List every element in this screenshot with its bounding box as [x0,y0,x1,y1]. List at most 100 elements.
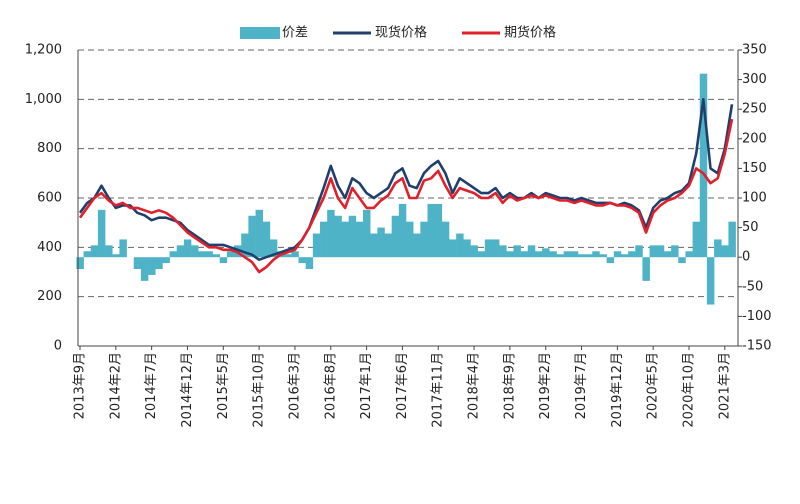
basis-bar [434,203,443,258]
legend-label: 现货价格 [375,25,427,41]
basis-bar [355,221,364,258]
basis-bar [363,209,371,258]
basis-bar [534,251,543,258]
y-tick-label: 1,200 [25,43,62,58]
basis-bar [312,233,321,258]
basis-bar [391,215,400,258]
price-line [78,118,734,274]
basis-bar [205,251,213,258]
basis-bar [119,239,127,258]
basis-bar [714,239,722,258]
basis-bar [83,251,92,258]
y2-tick-label: 300 [742,72,767,87]
basis-bar [284,254,292,258]
basis-bar [570,251,579,258]
basis-bar [520,251,529,258]
basis-bar [148,257,156,275]
y2-tick-label: -100 [742,309,772,324]
basis-bar [427,203,435,258]
x-tick-label: 2018年9月 [502,352,517,419]
basis-bar [721,245,729,258]
y2-tick-label: 0 [742,250,750,265]
basis-bar [635,245,643,258]
basis-bar [226,251,235,258]
basis-bar [298,257,306,264]
basis-bar [499,245,507,258]
basis-bar [527,245,536,258]
y-tick-label: 1,000 [25,92,62,107]
basis-bar [456,233,464,258]
basis-bar [169,251,178,258]
basis-bar [599,254,607,258]
basis-bar [398,203,407,258]
basis-bar [305,257,314,270]
legend-label: 期货价格 [504,25,556,41]
x-tick-label: 2019年7月 [574,352,589,419]
y2-tick-label: -50 [742,279,763,294]
basis-bar [90,245,99,258]
basis-bar [606,257,615,264]
basis-bar [406,221,414,258]
x-tick-label: 2019年12月 [610,352,625,428]
basis-bar [556,254,564,258]
basis-bar [463,239,471,258]
x-tick-label: 2019年2月 [538,352,553,419]
basis-bar [513,245,521,258]
x-tick-label: 2021年3月 [717,352,732,419]
y2-tick-label: 250 [742,102,767,117]
basis-bar [448,239,457,258]
x-tick-label: 2017年1月 [359,352,374,419]
basis-bar [477,251,486,258]
basis-bar [348,215,357,258]
basis-bar [706,257,715,305]
x-tick-label: 2017年11月 [431,352,446,428]
basis-bar [341,221,349,258]
basis-bar [133,257,142,270]
basis-bar [692,221,701,258]
basis-bar [140,257,149,281]
basis-bar [327,209,335,258]
basis-bar [155,257,163,270]
y2-tick-label: -150 [742,339,772,354]
x-tick-label: 2018年4月 [467,352,482,419]
y-tick-label: 0 [54,339,62,354]
basis-bar [334,215,342,258]
x-tick-label: 2014年12月 [180,352,195,428]
x-tick-label: 2014年7月 [144,352,159,419]
basis-bar [191,245,199,258]
legend-swatch [240,27,280,39]
basis-bar [212,254,221,258]
basis-bar [269,239,278,258]
y2-tick-label: 200 [742,131,767,146]
basis-bar [183,239,192,258]
basis-bar [97,209,106,258]
basis-bar [291,251,299,258]
basis-bar [112,254,120,258]
x-tick-label: 2013年9月 [73,352,88,419]
x-tick-label: 2015年10月 [252,352,267,428]
x-tick-label: 2017年6月 [395,352,410,419]
basis-bar [76,257,84,270]
basis-bar [671,245,679,258]
basis-bar [542,248,550,258]
x-tick-label: 2020年5月 [646,352,661,419]
basis-bar [592,251,600,258]
basis-bar [506,251,514,258]
basis-bar [248,215,256,258]
basis-bar [585,254,593,258]
basis-bar [262,221,271,258]
basis-bar [413,233,421,258]
basis-bar [549,251,557,258]
basis-bar [620,254,629,258]
y2-tick-label: 350 [742,43,767,58]
basis-bar [649,245,658,258]
basis-bar [241,233,249,258]
basis-bar [728,221,736,258]
basis-bar [491,239,500,258]
y2-tick-label: 50 [742,220,759,235]
basis-bar [176,245,185,258]
basis-bar [320,221,328,258]
basis-bar [105,245,113,258]
